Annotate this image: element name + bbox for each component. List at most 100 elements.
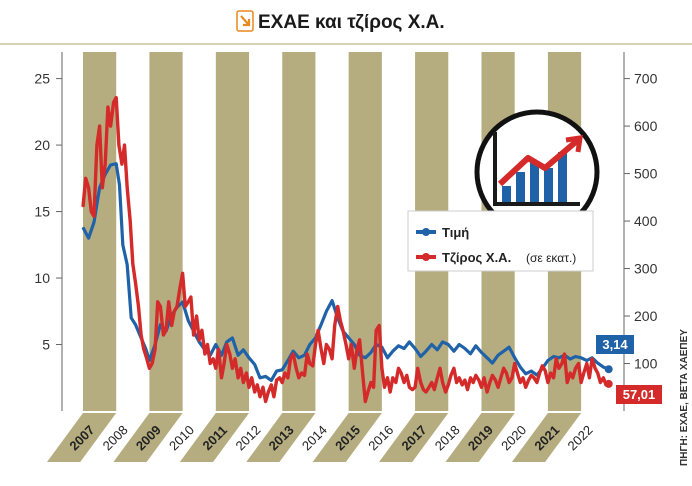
turnover-point: [325, 343, 327, 346]
price-point: [82, 226, 84, 229]
turnover-point: [604, 379, 613, 388]
turnover-point: [500, 377, 502, 379]
turnover-point: [245, 372, 247, 374]
price-point: [187, 320, 189, 322]
end-label-price: 3,14: [596, 335, 634, 354]
price-point: [530, 370, 532, 372]
price-point: [386, 357, 389, 359]
turnover-point: [420, 381, 422, 384]
price-point: [420, 355, 422, 358]
turnover-point: [267, 391, 269, 393]
turnover-point: [187, 301, 189, 303]
price-point: [248, 357, 250, 359]
price-point: [480, 351, 483, 354]
price-point: [604, 365, 613, 374]
turnover-point: [356, 348, 358, 350]
year-band-tile: [246, 413, 316, 462]
turnover-point: [525, 386, 527, 388]
turnover-point: [475, 374, 477, 376]
price-point: [215, 343, 217, 346]
price-point: [231, 337, 233, 339]
price-point: [514, 357, 516, 359]
turnover-point: [591, 358, 593, 360]
turnover-point: [553, 377, 555, 379]
left-tick-label: 20: [34, 137, 50, 153]
turnover-point: [104, 163, 106, 165]
turnover-point: [240, 367, 242, 369]
turnover-point: [270, 384, 272, 386]
price-point: [458, 343, 460, 346]
turnover-point: [466, 389, 469, 391]
price-point: [580, 357, 582, 359]
turnover-point: [453, 367, 455, 369]
right-tick-label: 300: [634, 261, 658, 277]
price-point: [118, 184, 121, 186]
turnover-point: [411, 389, 413, 391]
turnover-point: [206, 343, 209, 346]
price-point: [453, 350, 455, 352]
price-point: [525, 373, 527, 375]
arrow-down-right-icon: [236, 10, 254, 32]
price-point: [331, 300, 333, 302]
turnover-point: [577, 362, 580, 365]
price-point: [348, 337, 350, 339]
turnover-point: [107, 106, 109, 108]
turnover-point: [505, 372, 507, 374]
price-point: [325, 310, 327, 312]
year-band-tile: [511, 413, 582, 462]
turnover-point: [134, 282, 137, 284]
turnover-point: [295, 367, 297, 369]
chart-title: ΕΧΑΕ και τζίρος Χ.Α.: [258, 12, 445, 33]
price-point: [486, 357, 488, 359]
year-band-tile: [179, 413, 250, 462]
turnover-point: [489, 381, 491, 384]
turnover-point: [184, 305, 186, 308]
turnover-point: [226, 343, 228, 346]
turnover-point: [276, 379, 278, 381]
year-band-tile: [379, 413, 449, 462]
price-point: [597, 362, 599, 364]
year-band-tile: [47, 413, 117, 462]
price-point: [569, 358, 571, 360]
turnover-point: [193, 334, 195, 336]
turnover-point: [588, 377, 591, 379]
price-point: [287, 359, 289, 362]
turnover-point: [583, 372, 585, 374]
price-point: [447, 343, 449, 346]
price-point: [364, 357, 366, 359]
price-point: [392, 350, 394, 352]
turnover-point: [516, 372, 519, 374]
turnover-point: [159, 305, 161, 308]
turnover-point: [373, 386, 375, 388]
turnover-point: [433, 389, 435, 391]
price-point: [88, 237, 90, 239]
turnover-point: [176, 305, 178, 308]
price-point: [431, 343, 433, 346]
price-point: [254, 363, 256, 366]
turnover-point: [273, 396, 275, 398]
turnover-point: [408, 386, 410, 388]
price-point: [309, 343, 311, 346]
turnover-point: [303, 374, 306, 376]
price-point: [99, 187, 101, 189]
price-point: [558, 357, 560, 359]
turnover-point: [281, 381, 283, 384]
year-band-tile: [113, 413, 183, 462]
price-point: [425, 350, 427, 352]
turnover-point: [456, 381, 458, 384]
turnover-point: [110, 125, 112, 127]
turnover-point: [574, 367, 577, 369]
price-point: [242, 349, 244, 351]
price-point: [298, 357, 300, 359]
turnover-point: [572, 377, 574, 379]
turnover-point: [378, 324, 380, 327]
price-point: [414, 347, 416, 350]
turnover-point: [248, 386, 250, 388]
price-point: [408, 341, 410, 343]
turnover-point: [331, 358, 333, 360]
turnover-point: [123, 144, 126, 146]
turnover-point: [312, 365, 314, 367]
turnover-point: [400, 372, 402, 374]
right-tick-label: 700: [634, 71, 658, 87]
turnover-point: [292, 353, 294, 355]
